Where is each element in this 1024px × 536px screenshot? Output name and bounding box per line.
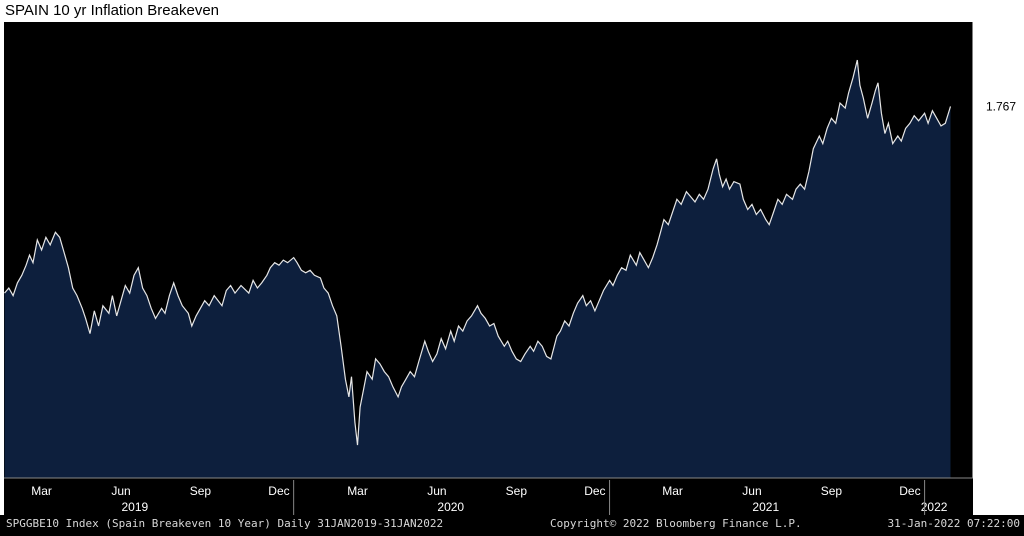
x-month-label: Sep <box>190 484 212 498</box>
x-year-label: 2021 <box>752 500 779 514</box>
x-month-label: Sep <box>506 484 528 498</box>
chart-title: SPAIN 10 yr Inflation Breakeven <box>5 2 219 19</box>
x-month-label: Jun <box>742 484 761 498</box>
x-month-label: Mar <box>347 484 368 498</box>
y-tick-label: 1.600 <box>985 142 1015 156</box>
x-year-label: 2020 <box>437 500 464 514</box>
y-tick-label: 1.200 <box>985 243 1015 257</box>
x-month-label: Mar <box>31 484 52 498</box>
x-year-label: 2022 <box>921 500 948 514</box>
x-month-label: Mar <box>662 484 683 498</box>
last-value-label: 1.767 <box>986 99 1016 113</box>
x-month-label: Dec <box>584 484 605 498</box>
x-month-label: Jun <box>111 484 130 498</box>
y-tick-label: 2.000 <box>985 40 1015 54</box>
y-tick-label: 0.600 <box>985 395 1015 409</box>
breakeven-area-chart: 0.4000.6000.8001.0001.2001.4001.6001.800… <box>4 22 1023 515</box>
y-tick-label: 0.400 <box>985 446 1015 460</box>
area-fill <box>4 60 951 478</box>
x-year-label: 2019 <box>121 500 148 514</box>
series-line <box>4 59 952 446</box>
x-month-label: Dec <box>899 484 920 498</box>
footer-index-info: SPGGBE10 Index (Spain Breakeven 10 Year)… <box>6 517 444 530</box>
footer-copyright: Copyright© 2022 Bloomberg Finance L.P. <box>550 517 802 530</box>
x-month-label: Jun <box>427 484 446 498</box>
footer-timestamp: 31-Jan-2022 07:22:00 <box>887 517 1020 530</box>
x-month-label: Dec <box>268 484 289 498</box>
footer-bar <box>0 515 1024 536</box>
y-tick-label: 0.800 <box>985 344 1015 358</box>
last-value-tag <box>976 98 1023 115</box>
x-month-label: Sep <box>821 484 843 498</box>
y-tick-label: 1.000 <box>985 294 1015 308</box>
y-tick-label: 1.400 <box>985 192 1015 206</box>
